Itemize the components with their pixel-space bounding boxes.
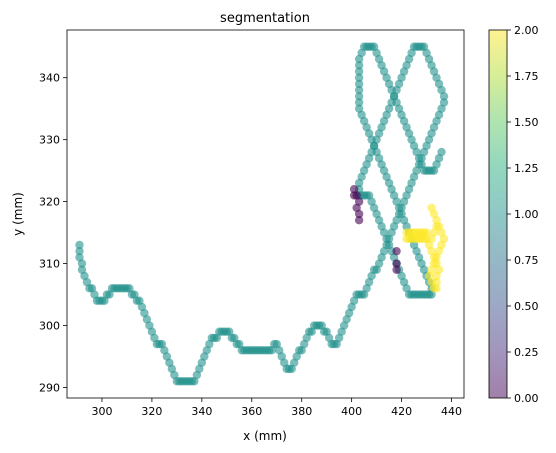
colorbar-tick-label: 2.00: [514, 24, 539, 37]
x-tick-label: 440: [441, 405, 462, 418]
colorbar-tick-label: 0.25: [514, 346, 539, 359]
x-axis-ticks: 300 320 340 360 380 400 420 440: [91, 398, 462, 418]
y-tick-label: 320: [39, 196, 60, 209]
x-tick-label: 360: [241, 405, 262, 418]
chart-title: segmentation: [220, 11, 310, 26]
colorbar-ticks: 0.00 0.25 0.50 0.75 1.00 1.25 1.50 1.75 2.00: [507, 24, 539, 405]
scatter-point-value-1: [75, 240, 84, 250]
x-tick-label: 300: [91, 405, 112, 418]
scatter-point-value-1: [437, 147, 446, 157]
scatter-point-value-1: [354, 104, 364, 113]
scatter-point-value-1: [77, 259, 87, 268]
x-tick-label: 340: [191, 405, 212, 418]
y-tick-label: 340: [39, 72, 60, 85]
scatter-point-value-2: [422, 234, 431, 243]
scatter-point-value-0: [392, 265, 401, 274]
y-tick-label: 300: [39, 320, 60, 333]
scatter-point-value-1: [354, 61, 364, 70]
scatter-point-value-1: [354, 79, 364, 89]
scatter-points: [75, 42, 449, 386]
colorbar-tick-label: 0.00: [514, 392, 539, 405]
scatter-point-value-1: [354, 92, 364, 101]
scatter-point-value-2: [432, 222, 441, 231]
y-tick-label: 330: [39, 134, 60, 147]
scatter-point-value-2: [432, 277, 441, 287]
x-tick-label: 420: [391, 405, 412, 418]
colorbar-tick-label: 1.00: [514, 208, 539, 221]
scatter-point-value-1: [75, 246, 84, 256]
scatter-point-value-0: [354, 216, 364, 225]
colorbar-tick-label: 1.75: [514, 70, 539, 83]
colorbar-tick-label: 1.25: [514, 162, 539, 175]
colorbar-tick-label: 0.50: [514, 300, 539, 313]
colorbar-tick-label: 1.50: [514, 116, 539, 129]
x-axis-label: x (mm): [243, 429, 287, 443]
scatter-point-value-0: [392, 259, 401, 268]
colorbar-tick-label: 0.75: [514, 254, 539, 267]
scatter-point-value-1: [354, 178, 364, 188]
x-tick-label: 380: [291, 405, 312, 418]
y-axis-ticks: 290 300 310 320 330 340: [39, 72, 67, 394]
y-tick-label: 290: [39, 381, 60, 394]
scatter-point-value-2: [432, 284, 441, 293]
scatter-point-value-1: [354, 67, 364, 76]
x-tick-label: 320: [141, 405, 162, 418]
colorbar: [489, 30, 507, 398]
plot-frame: [66, 29, 465, 399]
y-axis-label: y (mm): [11, 192, 25, 236]
scatter-point-value-1: [439, 98, 449, 107]
scatter-point-value-0: [354, 209, 364, 219]
scatter-point-value-1: [354, 85, 364, 95]
scatter-point-value-1: [354, 98, 364, 107]
scatter-point-value-1: [354, 73, 364, 82]
x-tick-label: 400: [341, 405, 362, 418]
scatter-point-value-0: [392, 246, 401, 256]
y-tick-label: 310: [39, 258, 60, 271]
